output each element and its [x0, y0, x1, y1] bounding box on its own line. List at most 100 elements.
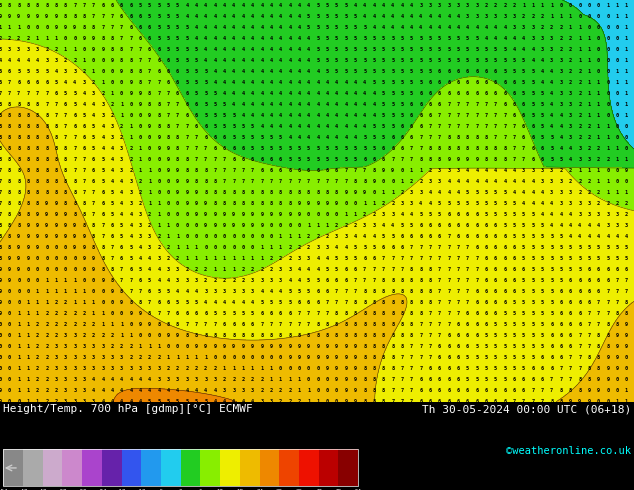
- Text: 7: 7: [373, 267, 375, 272]
- Text: 4: 4: [92, 388, 95, 393]
- Text: 9: 9: [55, 212, 58, 217]
- Text: 2: 2: [55, 311, 58, 316]
- Text: 5: 5: [316, 3, 320, 8]
- Text: 6: 6: [484, 311, 488, 316]
- Text: 8: 8: [401, 333, 404, 338]
- Text: 6: 6: [326, 168, 329, 173]
- Text: 6: 6: [503, 102, 507, 107]
- Text: 6: 6: [167, 69, 170, 74]
- Text: 8: 8: [55, 190, 58, 195]
- Text: 1: 1: [279, 234, 282, 239]
- Text: 3: 3: [92, 91, 95, 96]
- Text: 2: 2: [522, 14, 525, 19]
- Text: 5: 5: [503, 201, 507, 206]
- Text: 1: 1: [55, 289, 58, 294]
- Text: 0: 0: [232, 245, 235, 250]
- Text: 4: 4: [410, 212, 413, 217]
- Bar: [259, 449, 280, 487]
- Text: 1: 1: [625, 113, 628, 118]
- Text: 2: 2: [569, 80, 572, 85]
- Text: 7: 7: [578, 344, 581, 349]
- Text: 0: 0: [8, 367, 11, 371]
- Text: 4: 4: [625, 234, 628, 239]
- Text: 6: 6: [74, 124, 76, 129]
- Text: 9: 9: [232, 344, 235, 349]
- Text: 7: 7: [494, 113, 497, 118]
- Text: 8: 8: [382, 322, 385, 327]
- Text: 6: 6: [456, 212, 460, 217]
- Text: 9: 9: [82, 256, 86, 261]
- Text: 9: 9: [55, 201, 58, 206]
- Text: 7: 7: [597, 322, 600, 327]
- Text: 0: 0: [36, 256, 39, 261]
- Text: 8: 8: [0, 146, 1, 151]
- Text: 8: 8: [429, 267, 432, 272]
- Text: 6: 6: [419, 399, 422, 404]
- Text: 5: 5: [36, 69, 39, 74]
- Text: 6: 6: [503, 234, 507, 239]
- Text: 5: 5: [401, 36, 404, 41]
- Text: 5: 5: [391, 91, 394, 96]
- Text: 1: 1: [616, 146, 619, 151]
- Text: 6: 6: [448, 367, 450, 371]
- Text: 8: 8: [588, 355, 591, 360]
- Text: 2: 2: [64, 300, 67, 305]
- Text: 5: 5: [410, 36, 413, 41]
- Text: 5: 5: [335, 25, 338, 30]
- Text: 8: 8: [120, 289, 123, 294]
- Text: 2: 2: [204, 267, 207, 272]
- Text: 7: 7: [288, 322, 292, 327]
- Text: 1: 1: [261, 245, 263, 250]
- Text: 4: 4: [419, 25, 422, 30]
- Text: 6: 6: [223, 135, 226, 140]
- Text: 1: 1: [232, 267, 235, 272]
- Text: 2: 2: [111, 113, 113, 118]
- Text: 9: 9: [326, 355, 329, 360]
- Bar: [319, 449, 339, 487]
- Text: 8: 8: [550, 399, 553, 404]
- Text: 1: 1: [625, 36, 628, 41]
- Text: 5: 5: [204, 113, 207, 118]
- Text: 1: 1: [625, 157, 628, 162]
- Text: 0: 0: [92, 278, 95, 283]
- Text: 6: 6: [494, 69, 497, 74]
- Text: 9: 9: [335, 355, 338, 360]
- Text: 8: 8: [588, 377, 591, 382]
- Text: 1: 1: [597, 179, 600, 184]
- Text: 5: 5: [522, 344, 525, 349]
- Text: 8: 8: [382, 344, 385, 349]
- Text: 9: 9: [139, 91, 142, 96]
- Text: 5: 5: [484, 355, 488, 360]
- Text: 4: 4: [401, 212, 404, 217]
- Text: 0: 0: [8, 355, 11, 360]
- Bar: [339, 449, 358, 487]
- Text: 2: 2: [269, 256, 273, 261]
- Text: 7: 7: [419, 367, 422, 371]
- Text: 1: 1: [269, 245, 273, 250]
- Text: 4: 4: [326, 91, 329, 96]
- Text: 6: 6: [484, 223, 488, 228]
- Text: 7: 7: [559, 367, 562, 371]
- Text: 5: 5: [531, 91, 534, 96]
- Text: 9: 9: [456, 157, 460, 162]
- Text: 7: 7: [448, 245, 450, 250]
- Text: 0: 0: [578, 14, 581, 19]
- Text: 4: 4: [476, 179, 479, 184]
- Text: 4: 4: [195, 289, 198, 294]
- Text: 5: 5: [616, 256, 619, 261]
- Text: 0: 0: [606, 388, 609, 393]
- Text: 8: 8: [27, 113, 30, 118]
- Text: 2: 2: [588, 135, 591, 140]
- Text: 6: 6: [438, 69, 441, 74]
- Text: 7: 7: [466, 113, 469, 118]
- Text: 5: 5: [382, 91, 385, 96]
- Text: 7: 7: [401, 377, 404, 382]
- Text: 0: 0: [74, 267, 76, 272]
- Text: 9: 9: [17, 245, 20, 250]
- Text: 4: 4: [139, 399, 142, 404]
- Text: 2: 2: [120, 344, 123, 349]
- Text: 6: 6: [466, 344, 469, 349]
- Text: 7: 7: [148, 69, 151, 74]
- Text: 2: 2: [541, 14, 544, 19]
- Text: 5: 5: [531, 311, 534, 316]
